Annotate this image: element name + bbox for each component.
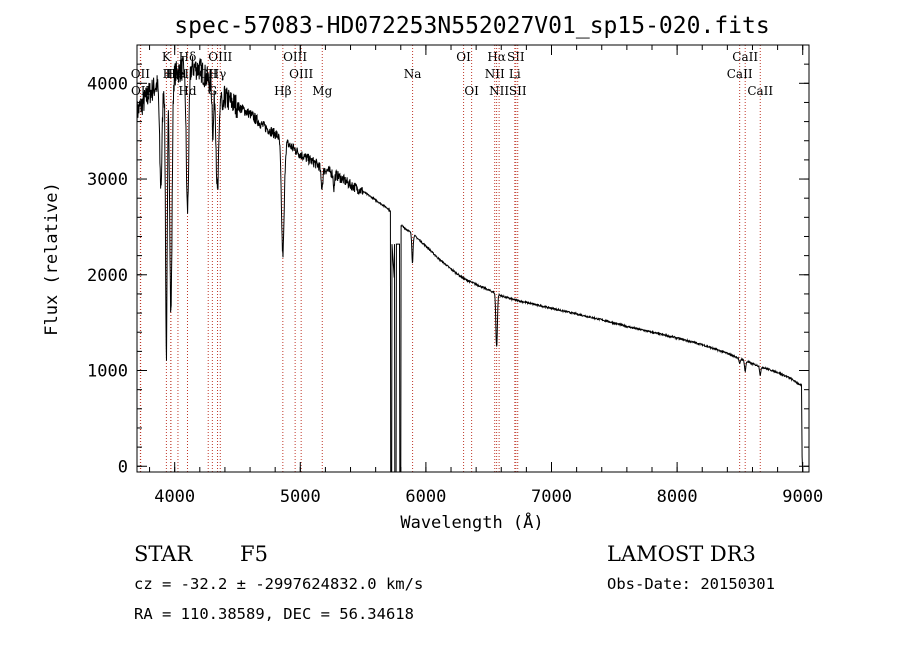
object-class: STAR xyxy=(134,542,193,566)
spectral-line-label: SII xyxy=(509,84,527,98)
x-tick-label: 5000 xyxy=(280,487,321,507)
x-tick-label: 8000 xyxy=(657,487,698,507)
spectral-line-label: OIII xyxy=(289,67,313,81)
plot-frame xyxy=(136,44,810,473)
y-tick-label: 4000 xyxy=(87,74,128,94)
y-tick-label: 1000 xyxy=(87,362,128,382)
spectral-line-label: NII xyxy=(485,67,505,81)
x-tick-label: 9000 xyxy=(782,487,823,507)
x-tick-label: 6000 xyxy=(405,487,446,507)
spectral-line-label: CaII xyxy=(727,67,753,81)
spectral-line-label: Hd xyxy=(178,84,196,98)
spectral-line-label: CaII xyxy=(747,84,773,98)
survey-name: LAMOST DR3 xyxy=(607,542,756,566)
spectral-line-label: Mg xyxy=(312,84,332,98)
spectral-line-label: Li xyxy=(509,67,521,81)
redshift-line: cz = -32.2 ± -2997624832.0 km/s xyxy=(134,575,423,593)
spectral-line-label: OI xyxy=(456,50,471,64)
y-tick-label: 0 xyxy=(118,457,128,477)
spectral-line-label: Hα xyxy=(487,50,506,64)
spectral-line-label: H xyxy=(166,67,176,81)
spectral-line-label: Hγ xyxy=(209,67,227,81)
spectral-line-label: G xyxy=(208,84,218,98)
coordinates: RA = 110.38589, DEC = 56.34618 xyxy=(134,605,414,623)
x-tick-label: 4000 xyxy=(154,487,195,507)
spectral-line-label: NII xyxy=(489,84,509,98)
object-subclass: F5 xyxy=(240,542,268,566)
spectral-line-label: SII xyxy=(507,50,525,64)
y-tick-label: 3000 xyxy=(87,170,128,190)
spectral-line-label: Na xyxy=(404,67,422,81)
spectrum-line xyxy=(136,56,804,473)
spectral-line-label: OI xyxy=(464,84,479,98)
spectral-line-label: K xyxy=(162,50,172,64)
y-axis-label: Flux (relative) xyxy=(42,182,62,336)
spectral-line-label: CaII xyxy=(732,50,758,64)
spectral-line-label: OII xyxy=(131,67,151,81)
y-tick-label: 2000 xyxy=(87,266,128,286)
spectral-line-label: OIII xyxy=(283,50,307,64)
axis-tick-labels: 4000 5000 6000 7000 8000 9000 0 1000 2000 3000 400… xyxy=(87,74,823,507)
chart-title: spec-57083-HD072253N552027V01_sp15-020.f… xyxy=(174,13,769,39)
axis-ticks xyxy=(137,44,809,472)
spectral-line-label: OIII xyxy=(208,50,232,64)
x-tick-label: 7000 xyxy=(531,487,572,507)
observation-date: Obs-Date: 20150301 xyxy=(607,575,775,593)
spectral-line-label: Hβ xyxy=(274,84,291,98)
x-axis-label: Wavelength (Å) xyxy=(400,511,543,533)
